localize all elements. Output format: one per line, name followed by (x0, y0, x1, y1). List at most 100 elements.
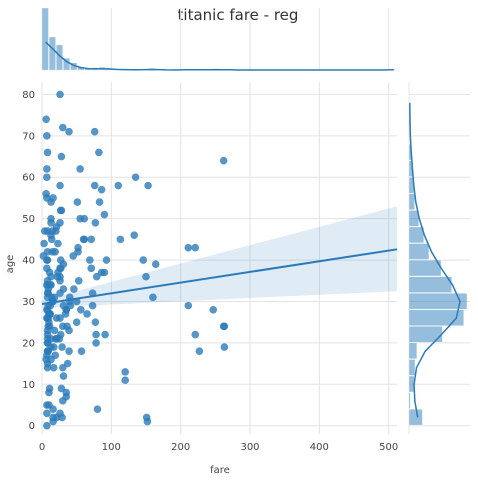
scatter-points (39, 90, 229, 430)
scatter-point (219, 156, 228, 165)
scatter-point (131, 173, 140, 182)
scatter-point (76, 214, 84, 223)
x-tick-label: 300 (240, 442, 259, 453)
regression-line (41, 248, 398, 305)
scatter-point (83, 310, 91, 318)
scatter-point (43, 165, 51, 173)
scatter-point (43, 409, 51, 418)
scatter-point (56, 181, 64, 190)
scatter-point (151, 260, 160, 269)
marginal-y-plot (408, 82, 470, 434)
marginal-y-histogram (408, 94, 468, 426)
scatter-point (100, 268, 109, 277)
scatter-point (91, 318, 100, 326)
scatter-point (69, 252, 78, 260)
scatter-point (191, 330, 200, 339)
scatter-point (121, 368, 130, 376)
scatter-point (90, 127, 99, 136)
marginal-y-bar (408, 326, 443, 343)
scatter-point (57, 152, 66, 161)
scatter-point (49, 413, 57, 422)
marginal-y-bar (408, 226, 425, 244)
scatter-point (54, 239, 62, 248)
x-tick-label: 0 (39, 442, 45, 453)
marginal-y-bar (408, 309, 464, 326)
scatter-point (92, 339, 100, 347)
scatter-point (57, 384, 66, 393)
x-tick-label: 100 (102, 442, 121, 453)
scatter-point (116, 235, 125, 244)
scatter-point (44, 289, 53, 298)
scatter-point (59, 285, 68, 293)
regression-confidence-band (42, 206, 397, 308)
marginal-y-bar (408, 392, 411, 409)
scatter-point (91, 219, 100, 227)
scatter-point (59, 372, 68, 380)
marginal-y-bar (408, 259, 442, 277)
scatter-point (114, 181, 123, 190)
marginal-y-bar (408, 243, 430, 260)
scatter-point (209, 305, 218, 314)
x-axis-label: fare (210, 465, 230, 476)
scatter-point (74, 276, 83, 285)
marginal-x-bar (48, 36, 56, 71)
scatter-point (63, 359, 72, 368)
scatter-point (144, 181, 152, 190)
x-tick-labels: 0 100 200 300 400 500 (39, 442, 398, 453)
marginal-x-plot (41, 7, 397, 71)
scatter-point (87, 235, 96, 244)
y-tick-label: 20 (22, 338, 35, 349)
scatter-point (47, 219, 55, 227)
scatter-point (59, 397, 67, 405)
scatter-point (87, 264, 96, 273)
marginal-y-bar (408, 193, 415, 210)
scatter-point (65, 347, 73, 355)
y-tick-label: 40 (22, 256, 35, 267)
scatter-point (47, 343, 55, 351)
main-plot: 0 100 200 300 400 500 0 10 20 30 40 50 60 70 80 (22, 82, 398, 453)
y-tick-labels: 0 10 20 30 40 50 60 70 80 (22, 90, 35, 432)
scatter-point (139, 256, 148, 264)
scatter-point (66, 301, 75, 310)
marginal-y-bar (408, 375, 415, 393)
scatter-point (77, 305, 85, 314)
scatter-point (90, 181, 99, 190)
y-tick-label: 0 (29, 421, 35, 432)
y-tick-label: 10 (22, 380, 35, 391)
marginal-y-bar (408, 342, 418, 360)
scatter-point (88, 301, 97, 310)
scatter-point (45, 388, 53, 397)
scatter-point (63, 322, 71, 331)
marginal-y-bar (408, 408, 423, 426)
scatter-point (73, 198, 82, 206)
scatter-point (101, 330, 109, 339)
scatter-point (43, 247, 52, 256)
marginal-x-kde-curve (45, 41, 394, 71)
y-tick-label: 50 (22, 214, 35, 225)
y-tick-label: 80 (22, 90, 35, 101)
scatter-point (52, 334, 60, 343)
scatter-point (86, 256, 94, 264)
scatter-point (220, 343, 229, 351)
scatter-point (195, 347, 204, 355)
scatter-point (40, 239, 48, 248)
scatter-point (43, 314, 51, 322)
scatter-point (47, 198, 55, 206)
scatter-point (143, 417, 152, 426)
scatter-point (65, 127, 73, 136)
scatter-point (43, 401, 51, 409)
y-tick-label: 30 (22, 297, 35, 308)
scatter-point (149, 293, 157, 302)
scatter-point (56, 206, 65, 215)
scatter-point (184, 243, 193, 252)
scatter-point (121, 376, 130, 384)
scatter-point (74, 243, 82, 252)
scatter-point (130, 231, 139, 240)
scatter-point (43, 148, 52, 157)
scatter-point (43, 227, 52, 235)
scatter-point (47, 235, 56, 244)
scatter-point (56, 314, 64, 322)
main-grid (41, 82, 397, 434)
scatter-point (42, 115, 50, 124)
scatter-point (95, 198, 104, 206)
